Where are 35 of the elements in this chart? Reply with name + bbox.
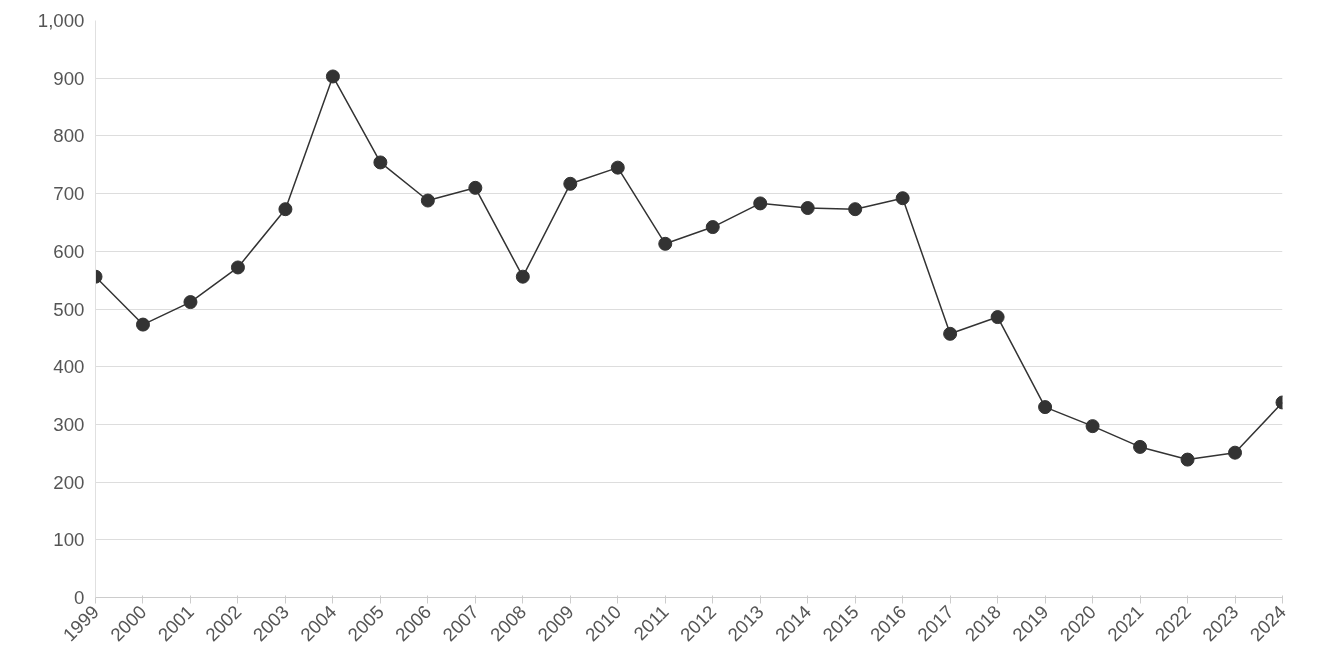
point	[183, 295, 198, 310]
point	[610, 160, 625, 175]
y-tick-label: 700	[53, 183, 85, 205]
point	[658, 236, 673, 251]
y-tick-label: 300	[53, 413, 85, 435]
y-tick-label: 0	[74, 587, 85, 608]
point	[373, 155, 388, 170]
point	[1085, 419, 1100, 434]
point	[848, 202, 863, 217]
point	[563, 176, 578, 191]
y-tick-label: 100	[53, 529, 85, 551]
point	[1133, 439, 1148, 454]
y-tick-label: 1,000	[37, 10, 85, 31]
point	[278, 202, 293, 217]
point	[753, 196, 768, 211]
point	[135, 317, 150, 332]
point	[1038, 400, 1053, 415]
y-tick-label: 200	[53, 471, 85, 493]
point	[230, 260, 245, 275]
point	[468, 180, 483, 195]
point	[1228, 445, 1243, 460]
point	[800, 201, 815, 216]
point	[325, 69, 340, 84]
y-tick-label: 500	[53, 298, 85, 320]
point	[895, 191, 910, 206]
y-tick-label: 600	[53, 240, 85, 262]
point	[420, 193, 435, 208]
point	[1180, 452, 1195, 467]
point	[943, 326, 958, 341]
point	[515, 269, 530, 284]
y-tick-label: 900	[53, 67, 85, 89]
y-tick-label: 400	[53, 356, 85, 378]
point	[705, 220, 720, 235]
point	[990, 310, 1005, 325]
y-tick-label: 800	[53, 125, 85, 147]
